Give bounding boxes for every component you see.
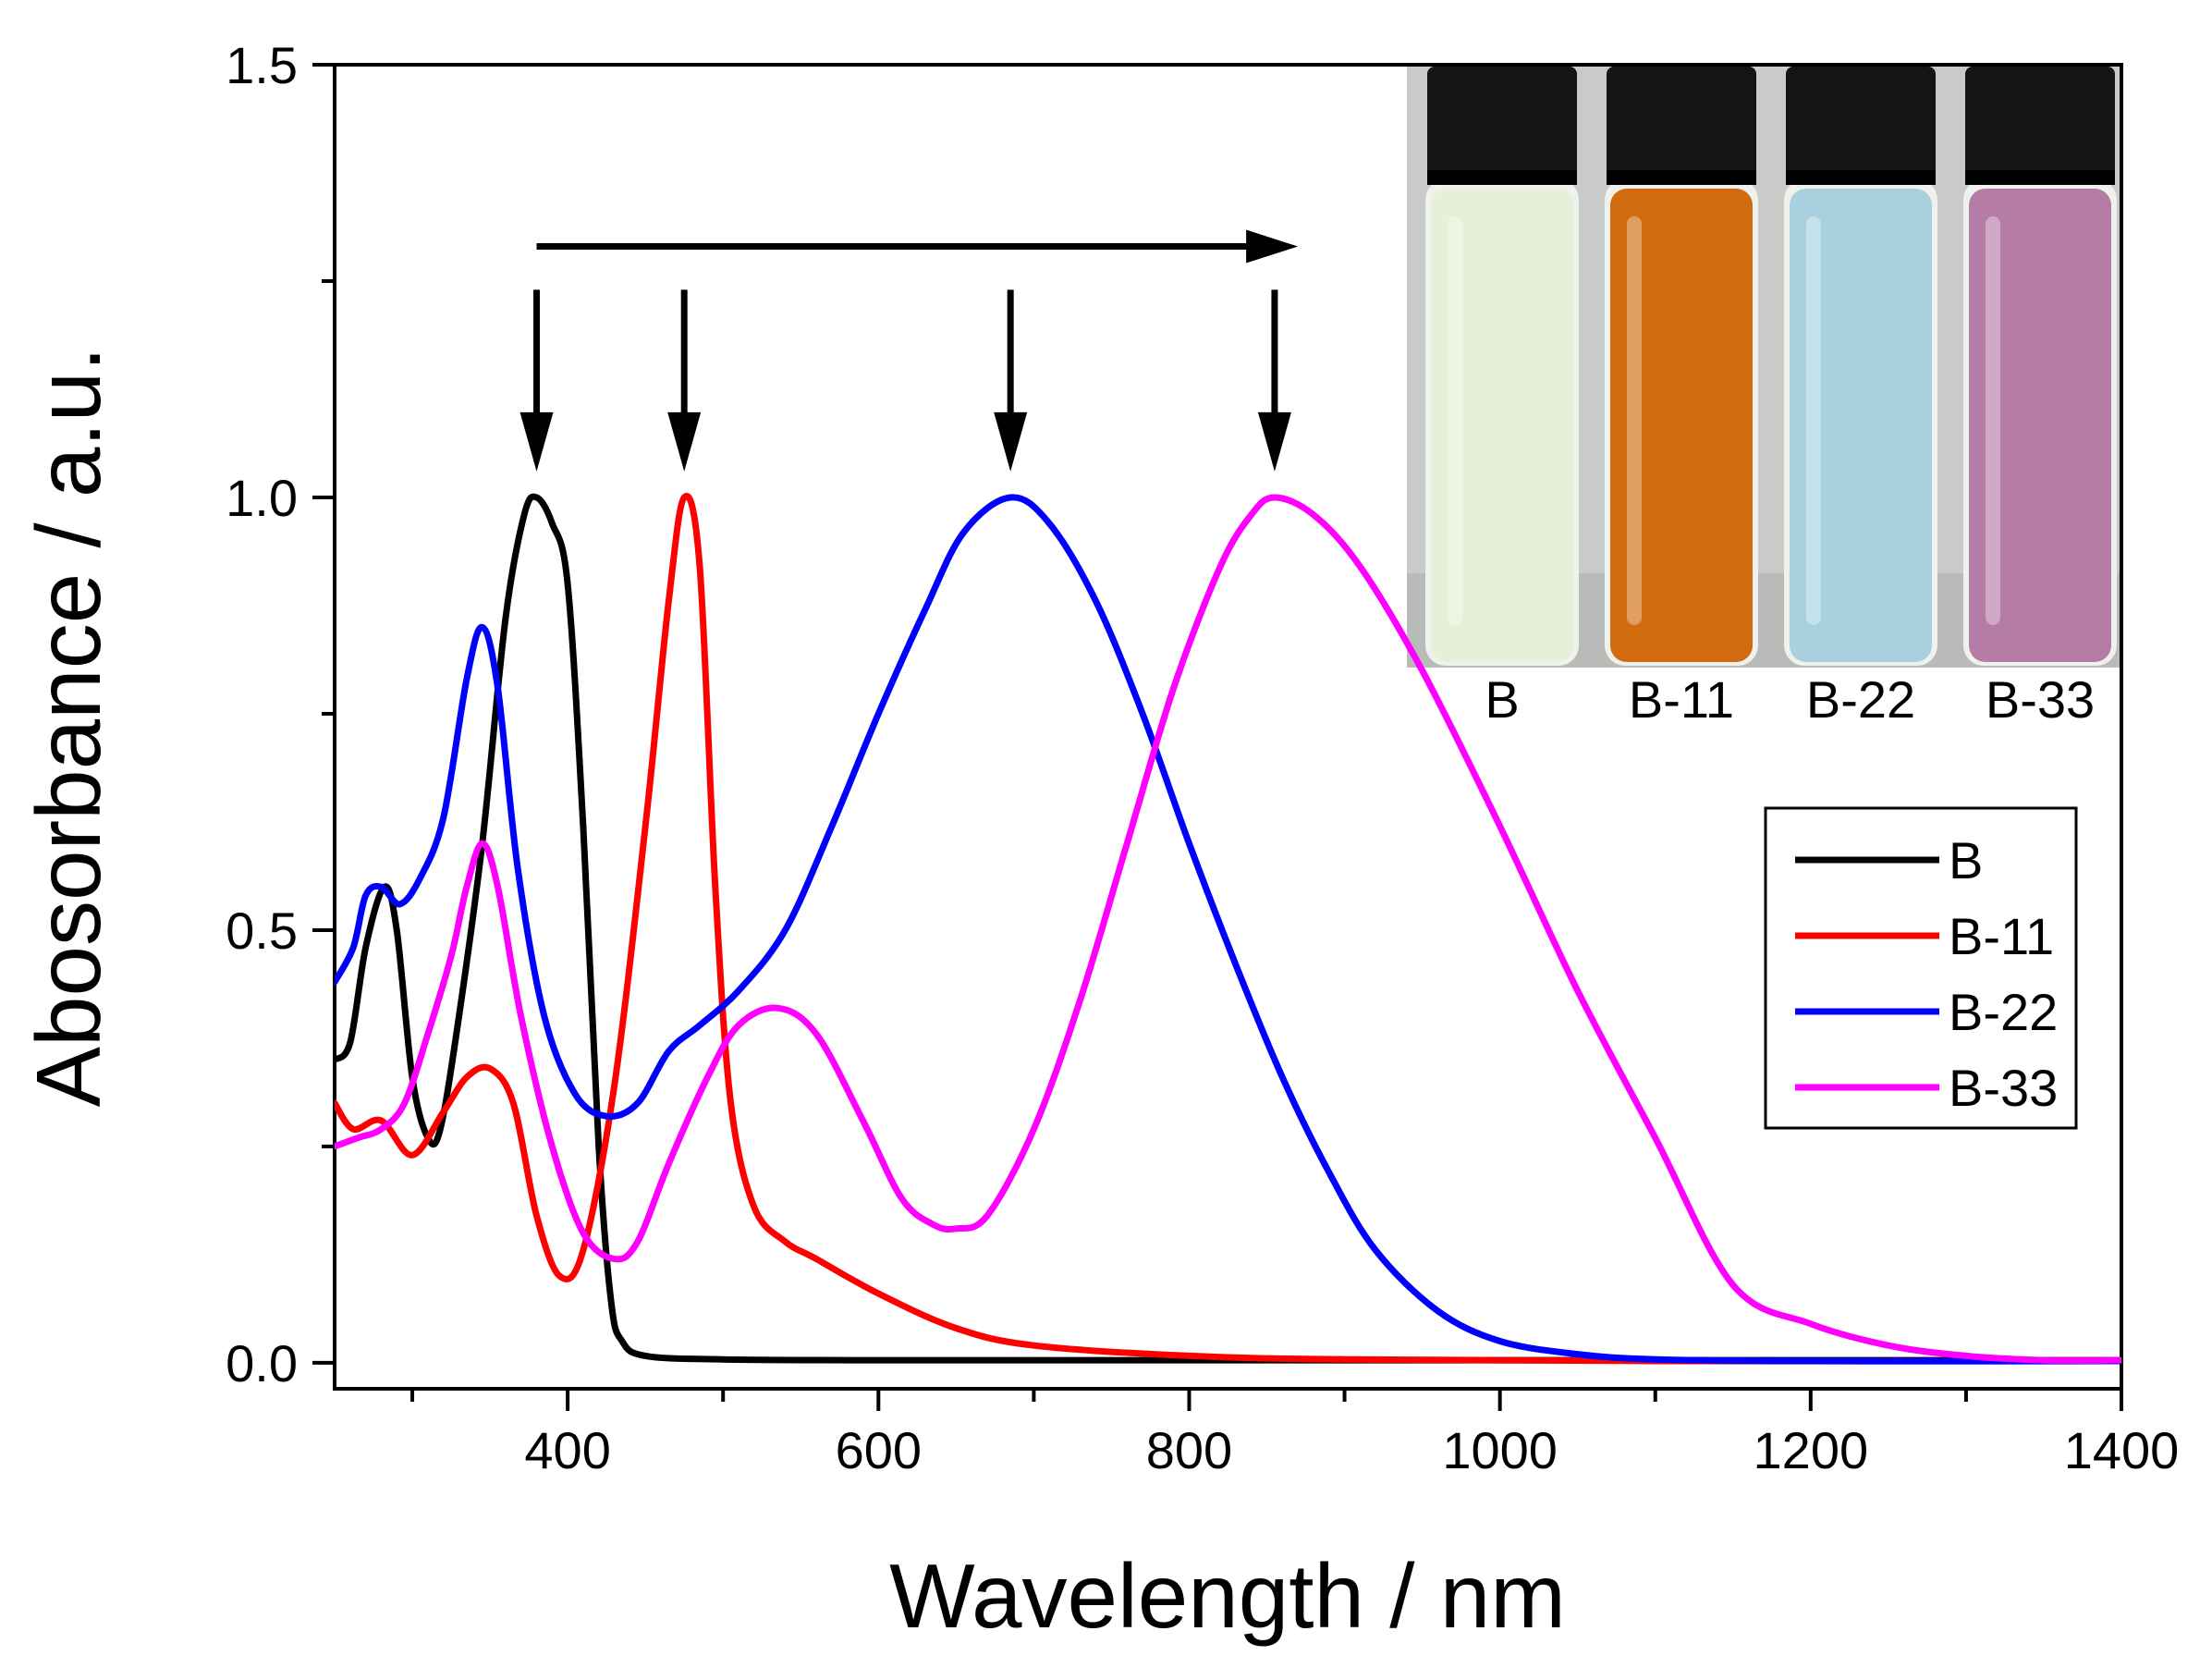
vial-cap: [1607, 67, 1756, 185]
vial-b-33: B-33: [1963, 67, 2117, 729]
legend-label: B: [1949, 831, 1983, 889]
series-layer: [335, 493, 2121, 1365]
x-tick-label: 800: [1146, 1421, 1232, 1479]
vial-cap: [1786, 67, 1936, 185]
series-line-b-33: [335, 494, 2121, 1364]
peak-arrow-head: [667, 411, 702, 472]
series-line-b: [335, 493, 2121, 1364]
legend-label: B-22: [1949, 983, 2058, 1041]
x-tick-label: 1000: [1442, 1421, 1558, 1479]
y-axis-ticks: 0.0 0.5 1.0 1.5: [226, 36, 335, 1392]
x-tick-label: 1200: [1754, 1421, 1869, 1479]
vial-highlight: [1986, 216, 2000, 625]
peak-arrows: [519, 229, 1299, 472]
vial-cap-rim: [1427, 170, 1577, 185]
y-axis-title: Abosorbance / a.u.: [18, 347, 119, 1108]
plot-frame: [333, 63, 2123, 1391]
vial-b: B: [1425, 67, 1579, 729]
peak-arrow-head: [519, 411, 554, 472]
vial-highlight: [1448, 216, 1462, 625]
vial-photo-inset: B B-11 B-22 B-33: [1407, 67, 2120, 729]
vial-highlight: [1627, 216, 1642, 625]
legend-label: B-33: [1949, 1059, 2058, 1117]
x-tick-label: 1400: [2064, 1421, 2180, 1479]
vial-cap-rim: [1786, 170, 1936, 185]
vial-cap: [1427, 67, 1577, 185]
vial-label: B-22: [1806, 670, 1915, 729]
series-line-b-22: [335, 494, 2121, 1365]
legend-label: B-11: [1949, 907, 2054, 965]
vial-liquid: [1790, 189, 1932, 662]
legend: B B-11 B-22 B-33: [1764, 806, 2078, 1130]
x-axis-ticks: 400 600 800 1000 1200 1400: [410, 1389, 2180, 1479]
y-tick-label: 1.5: [226, 36, 298, 94]
peak-arrow-head: [994, 411, 1028, 472]
vial-b-22: B-22: [1784, 67, 1937, 729]
vial-label: B: [1485, 670, 1519, 729]
peak-arrow-head: [1257, 411, 1291, 472]
vial-cap-rim: [1965, 170, 2115, 185]
vial-liquid: [1610, 189, 1753, 662]
x-tick-label: 600: [836, 1421, 922, 1479]
x-tick-label: 400: [524, 1421, 610, 1479]
vial-label: B-33: [1986, 670, 2095, 729]
vial-liquid: [1969, 189, 2111, 662]
vial-liquid: [1431, 189, 1573, 662]
vial-label: B-11: [1629, 670, 1734, 729]
series-line-b-11: [335, 493, 2121, 1365]
vial-cap-rim: [1607, 170, 1756, 185]
y-tick-label: 0.0: [226, 1334, 298, 1392]
x-axis-title: Wavelength / nm: [889, 1545, 1566, 1647]
y-tick-label: 0.5: [226, 901, 298, 960]
vial-cap: [1965, 67, 2115, 185]
vial-highlight: [1806, 216, 1821, 625]
shift-arrow-head: [1246, 229, 1299, 264]
y-tick-label: 1.0: [226, 469, 298, 527]
vial-b-11: B-11: [1605, 67, 1758, 729]
